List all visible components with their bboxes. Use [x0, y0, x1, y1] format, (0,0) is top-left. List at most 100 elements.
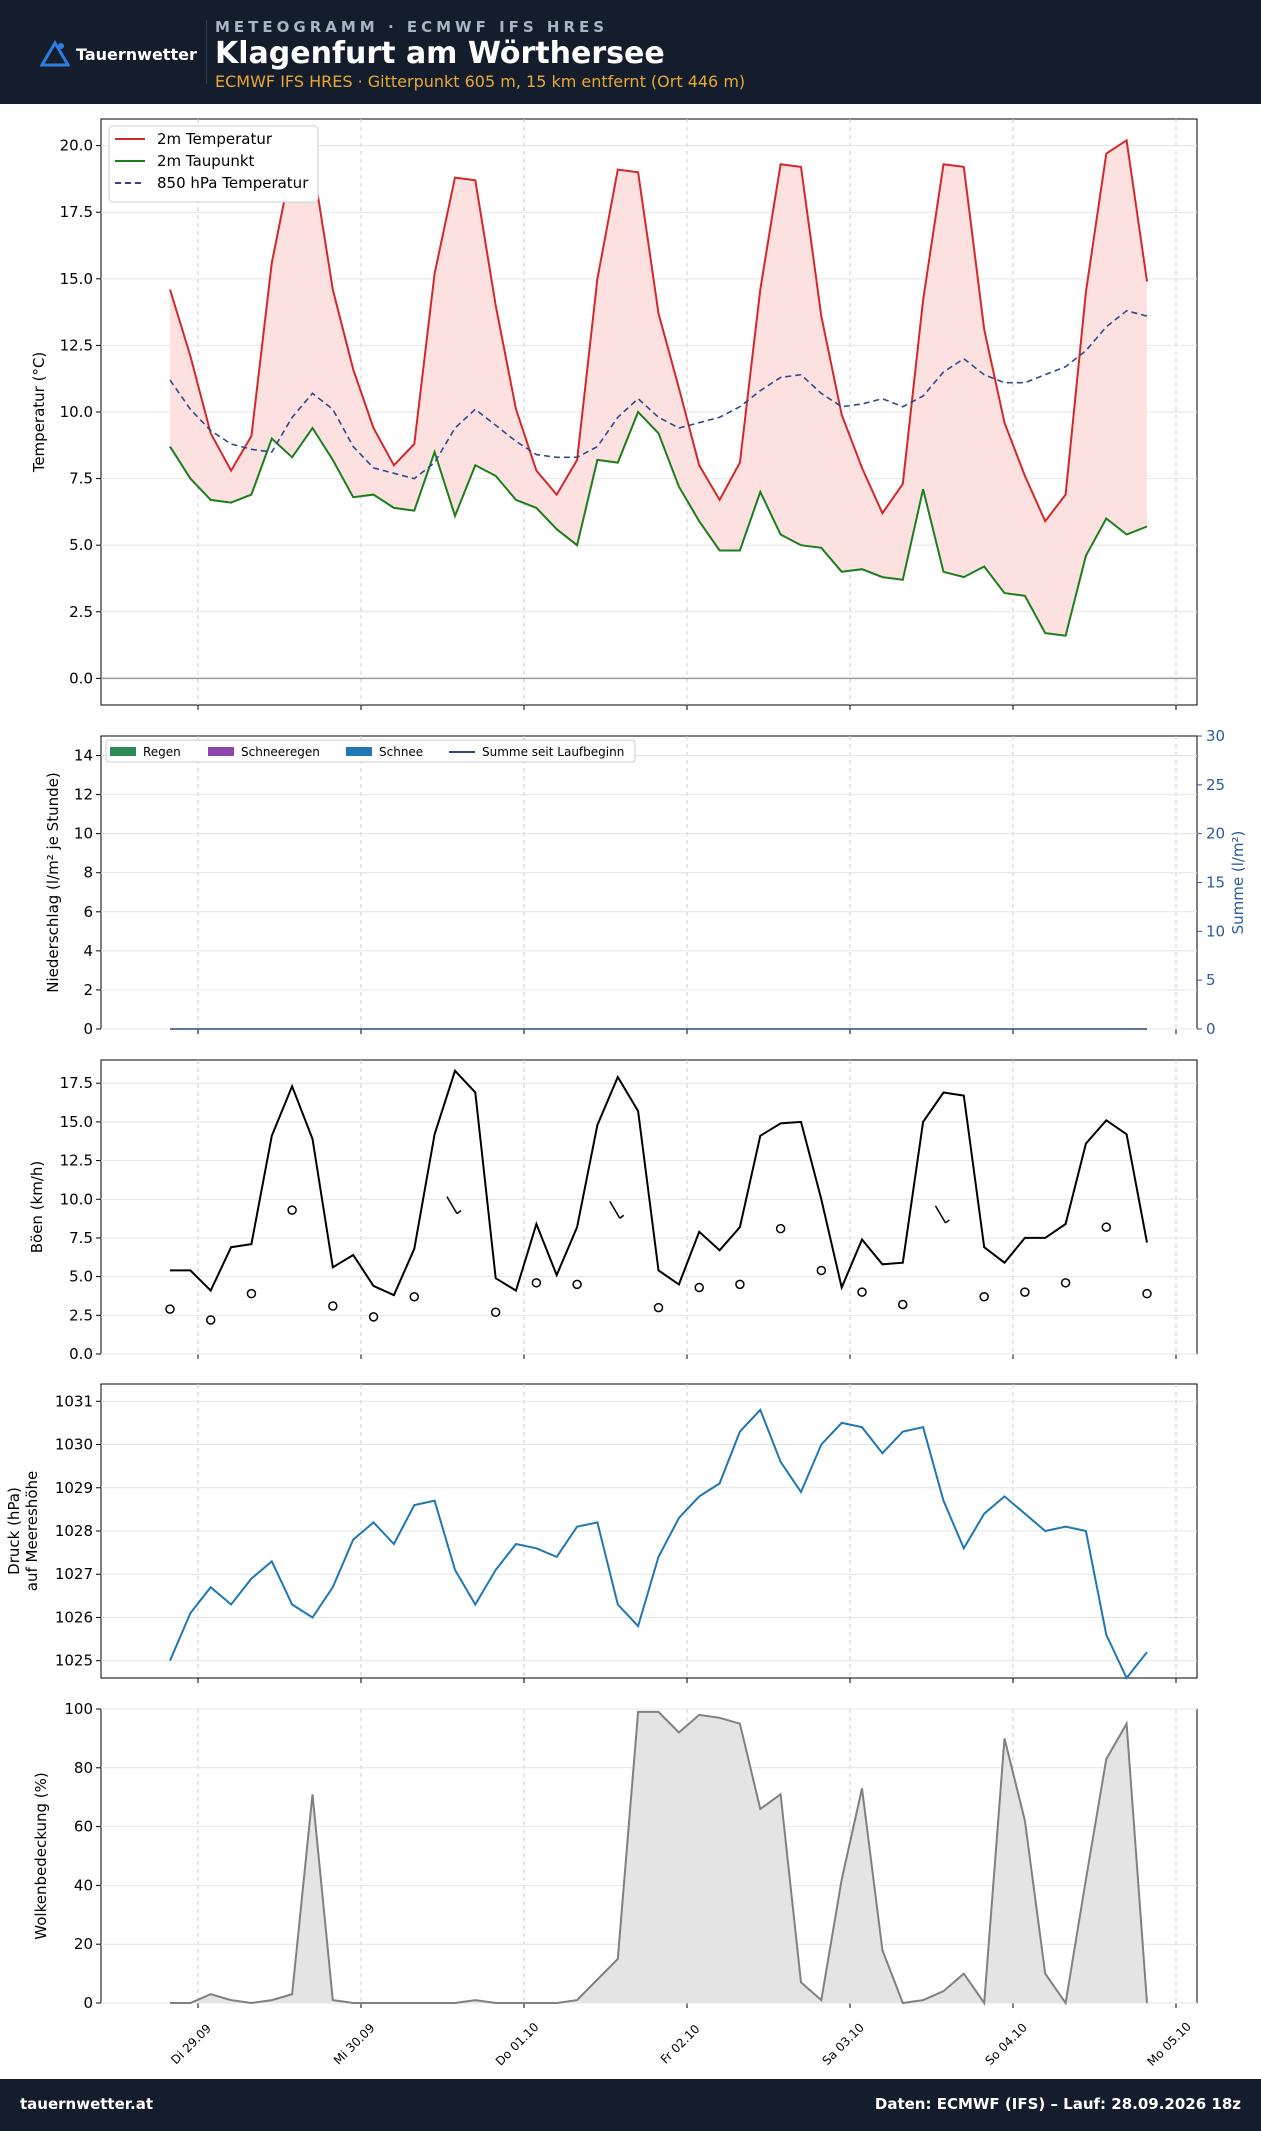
- y-tick-label: 14: [74, 747, 93, 765]
- x-tick-label: Sa 03.10: [819, 2020, 866, 2067]
- series-luftdruck-line: [169, 1408, 1148, 1680]
- wind-calm-marker: [816, 1265, 827, 1276]
- y-tick-label: 5.0: [69, 1268, 93, 1286]
- y-tick-label: 12.5: [60, 336, 93, 354]
- pressure-axis-label-text: Druck (hPa): [5, 1487, 23, 1575]
- page-subtitle: ECMWF IFS HRES · Gitterpunkt 605 m, 15 k…: [215, 72, 746, 91]
- y-tick-label: 2: [83, 981, 93, 999]
- y2-tick-label: 5: [1206, 971, 1216, 989]
- footer-site-link[interactable]: tauernwetter.at: [20, 2095, 154, 2113]
- wind-calm-marker: [287, 1205, 297, 1215]
- y-tick-label: 15.0: [60, 270, 93, 288]
- y2-tick-label: 10: [1206, 922, 1225, 940]
- wind-calm-marker: [246, 1288, 257, 1299]
- y-tick-label: 1025: [55, 1652, 93, 1670]
- y2-tick-label: 0: [1206, 1020, 1216, 1038]
- x-tick-label: Mo 05.10: [1144, 2019, 1193, 2068]
- y2-tick-label: 30: [1206, 727, 1225, 745]
- y-tick-label: 20.0: [60, 137, 93, 155]
- series-wolkenbedeckung-line: [170, 1710, 1148, 2006]
- y-tick-label: 10: [74, 825, 93, 843]
- series-850hpa-temperatur-line: [169, 309, 1148, 480]
- wind-calm-marker: [531, 1278, 542, 1288]
- legend-label: 2m Temperatur: [157, 130, 273, 148]
- header-bar: Tauernwetter METEOGRAMM · ECMWF IFS HRES…: [0, 0, 1261, 104]
- legend-swatch: [110, 747, 136, 756]
- y-tick-label: 1028: [55, 1522, 93, 1540]
- y-tick-label: 100: [64, 1700, 93, 1718]
- x-tick-label: So 04.10: [982, 2020, 1029, 2067]
- temp-dewpoint-spread-area: [170, 140, 1147, 636]
- wind-calm-marker: [328, 1301, 338, 1311]
- y-tick-label: 80: [74, 1759, 93, 1777]
- wind-calm-marker: [694, 1282, 704, 1293]
- brand-name: Tauernwetter: [76, 44, 197, 64]
- y-tick-label: 0.0: [69, 1345, 93, 1363]
- cloud-axis-label-text: Wolkenbedeckung (%): [32, 1772, 50, 1939]
- y-tick-label: 8: [83, 864, 93, 882]
- wind-calm-marker: [775, 1223, 786, 1234]
- wind-calm-marker: [205, 1315, 216, 1325]
- y-tick-label: 1031: [55, 1392, 93, 1410]
- y-tick-label: 0: [83, 1020, 93, 1038]
- x-tick-label-text: Di 29.09: [168, 2021, 214, 2067]
- y2-tick-label: 25: [1206, 776, 1225, 794]
- legend-box: [108, 125, 319, 203]
- series-2m-temperatur-line: [169, 138, 1148, 524]
- y2-tick-label: 20: [1206, 825, 1225, 843]
- y-tick-label: 17.5: [60, 1074, 93, 1092]
- mountain-logo-icon: [40, 40, 70, 67]
- wind-calm-marker: [735, 1279, 745, 1290]
- wind-calm-marker: [979, 1291, 989, 1302]
- wind-barb-marker: [609, 1200, 621, 1219]
- precip-sum-axis-label: Summe (l/m²): [1229, 831, 1247, 935]
- wind-calm-marker: [572, 1279, 582, 1290]
- y-tick-label: 2.5: [69, 1306, 93, 1324]
- wind-calm-marker: [1060, 1278, 1071, 1288]
- wind-calm-marker: [857, 1287, 867, 1297]
- y-tick-label: 15.0: [60, 1113, 93, 1131]
- brand-logo[interactable]: Tauernwetter: [40, 40, 197, 68]
- y-tick-label: 10.0: [60, 1190, 93, 1208]
- wind-calm-marker: [368, 1312, 379, 1322]
- y2-tick-label: 15: [1206, 874, 1225, 892]
- legend-label: Summe seit Laufbeginn: [482, 745, 624, 759]
- gust-axis-label: Böen (km/h): [28, 1161, 46, 1254]
- wind-barb-marker: [934, 1205, 947, 1224]
- wind-calm-marker: [1101, 1222, 1112, 1232]
- x-tick-label: Di 29.09: [168, 2021, 214, 2067]
- precipitation-axis-label-text: Niederschlag (l/m² je Stunde): [44, 772, 62, 992]
- x-tick-label: Do 01.10: [493, 2020, 542, 2069]
- temperature-legend: 2m Temperatur 2m Taupunkt 850 hPa Temperat…: [108, 125, 319, 203]
- x-tick-label-text: Do 01.10: [493, 2020, 542, 2069]
- y-tick-label: 12.5: [60, 1152, 93, 1170]
- legend-swatch: [346, 747, 372, 756]
- wind-calm-marker: [1142, 1288, 1152, 1299]
- wind-calm-marker: [409, 1291, 419, 1302]
- gust-axis-label-text: Böen (km/h): [28, 1161, 46, 1254]
- wind-barb-marker: [446, 1196, 458, 1215]
- footer-run-info: Daten: ECMWF (IFS) – Lauf: 28.09.2026 18…: [874, 2095, 1241, 2113]
- pressure-axis-label: Druck (hPa) auf Meereshöhe: [5, 1471, 41, 1591]
- y-tick-label: 1030: [55, 1436, 93, 1454]
- precip-sum-axis-label-text: Summe (l/m²): [1229, 831, 1247, 935]
- y-tick-label: 7.5: [69, 470, 93, 488]
- temperature-axis-label-text: Temperatur (°C): [30, 352, 48, 474]
- precipitation-legend: Regen Schneeregen Schnee Summe seit Laufbeg…: [105, 739, 636, 763]
- wind-barb-flag: [945, 1219, 950, 1224]
- y-tick-label: 40: [74, 1876, 93, 1894]
- y-tick-label: 1026: [55, 1608, 93, 1626]
- y-tick-label: 2.5: [69, 603, 93, 621]
- panel-frame-2: [100, 735, 1198, 1030]
- wind-calm-marker: [898, 1299, 908, 1310]
- wind-calm-marker: [1020, 1287, 1030, 1297]
- page-title: Klagenfurt am Wörthersee: [215, 36, 665, 71]
- wind-barb-flag: [619, 1214, 625, 1219]
- y-tick-label: 12: [74, 786, 93, 804]
- x-tick-label-text: Mi 30.09: [331, 2021, 378, 2068]
- meteogram-chart: 0.0 2.5 5.0 7.5 10.0 12.5 15.0 17.5 20.0 Temperat…: [5, 118, 1247, 2069]
- y-tick-label: 10.0: [60, 403, 93, 421]
- y-tick-label: 17.5: [60, 203, 93, 221]
- wind-barb-flag: [456, 1210, 462, 1215]
- legend-label: 2m Taupunkt: [157, 152, 255, 170]
